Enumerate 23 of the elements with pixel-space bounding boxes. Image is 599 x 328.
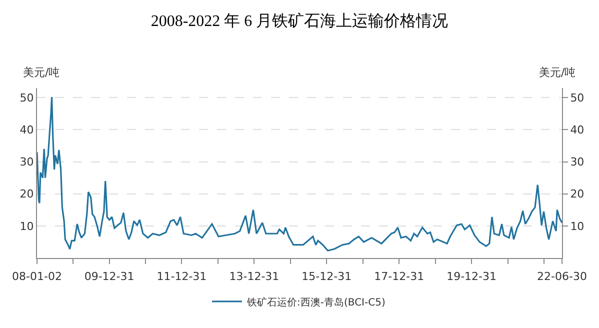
y2-tick-label: 40 <box>570 124 584 137</box>
y2-tick-label: 30 <box>570 156 584 169</box>
x-tick-label: 11-12-31 <box>156 270 207 284</box>
y-tick-label: 20 <box>20 188 34 201</box>
y-tick-label: 40 <box>20 124 34 137</box>
line-series <box>37 96 562 252</box>
y-tick-label: 10 <box>20 220 34 233</box>
x-tick-label: 13-12-31 <box>229 270 280 284</box>
y-axis-title: 美元/吨 <box>23 66 60 79</box>
y2-axis-title: 美元/吨 <box>539 66 576 79</box>
chart-title: 2008-2022 年 6 月铁矿石海上运输价格情况 <box>150 12 448 30</box>
x-tick-label: 19-12-31 <box>446 270 497 284</box>
x-tick-label: 22-06-30 <box>537 270 587 284</box>
y2-tick-label: 50 <box>570 91 584 104</box>
y-tick-label: 30 <box>20 156 34 169</box>
y2-tick-label: 20 <box>570 188 584 201</box>
y2-tick-label: 10 <box>570 220 584 233</box>
y-tick-label: 50 <box>20 91 34 104</box>
x-tick-label: 09-12-31 <box>84 270 134 284</box>
x-tick-label: 15-12-31 <box>302 270 352 284</box>
x-tick-label: 08-01-02 <box>12 270 62 284</box>
legend-label: 铁矿石运价:西澳-青岛(BCI-C5) <box>246 296 386 308</box>
x-tick-label: 17-12-31 <box>374 270 424 284</box>
